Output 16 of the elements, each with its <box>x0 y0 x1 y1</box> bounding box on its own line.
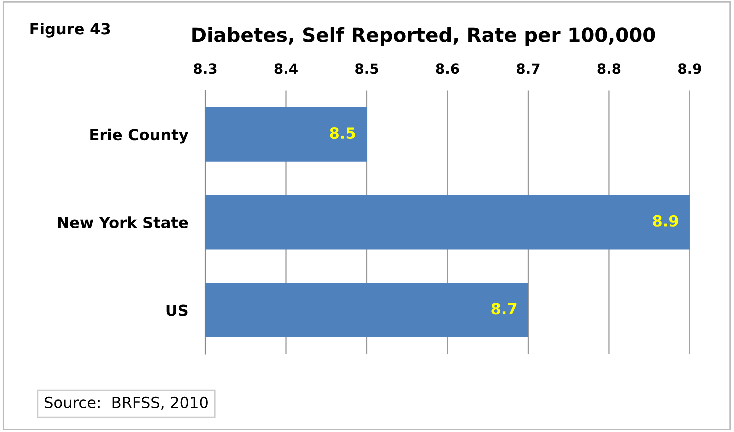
x-tick-label: 8.9 <box>678 64 702 74</box>
x-tick-label: 8.6 <box>436 64 460 74</box>
x-tick-label: 8.4 <box>274 64 298 74</box>
y-tick-label: US <box>166 304 188 316</box>
y-tick-label: Erie County <box>90 128 189 144</box>
source-note: Source: BRFSS, 2010 <box>45 396 208 410</box>
chart-title: Diabetes, Self Reported, Rate per 100,000 <box>192 27 656 46</box>
x-tick-label: 8.8 <box>598 64 621 74</box>
caption: Figure 43 <box>30 22 110 38</box>
data-label: 8.7 <box>492 303 517 315</box>
x-tick-label: 8.7 <box>517 64 540 74</box>
x-tick-label: 8.3 <box>194 64 217 74</box>
data-label: 8.5 <box>330 128 356 140</box>
x-tick-label: 8.5 <box>356 64 378 74</box>
y-tick-label: New York State <box>58 216 188 228</box>
data-label: 8.9 <box>653 215 678 227</box>
